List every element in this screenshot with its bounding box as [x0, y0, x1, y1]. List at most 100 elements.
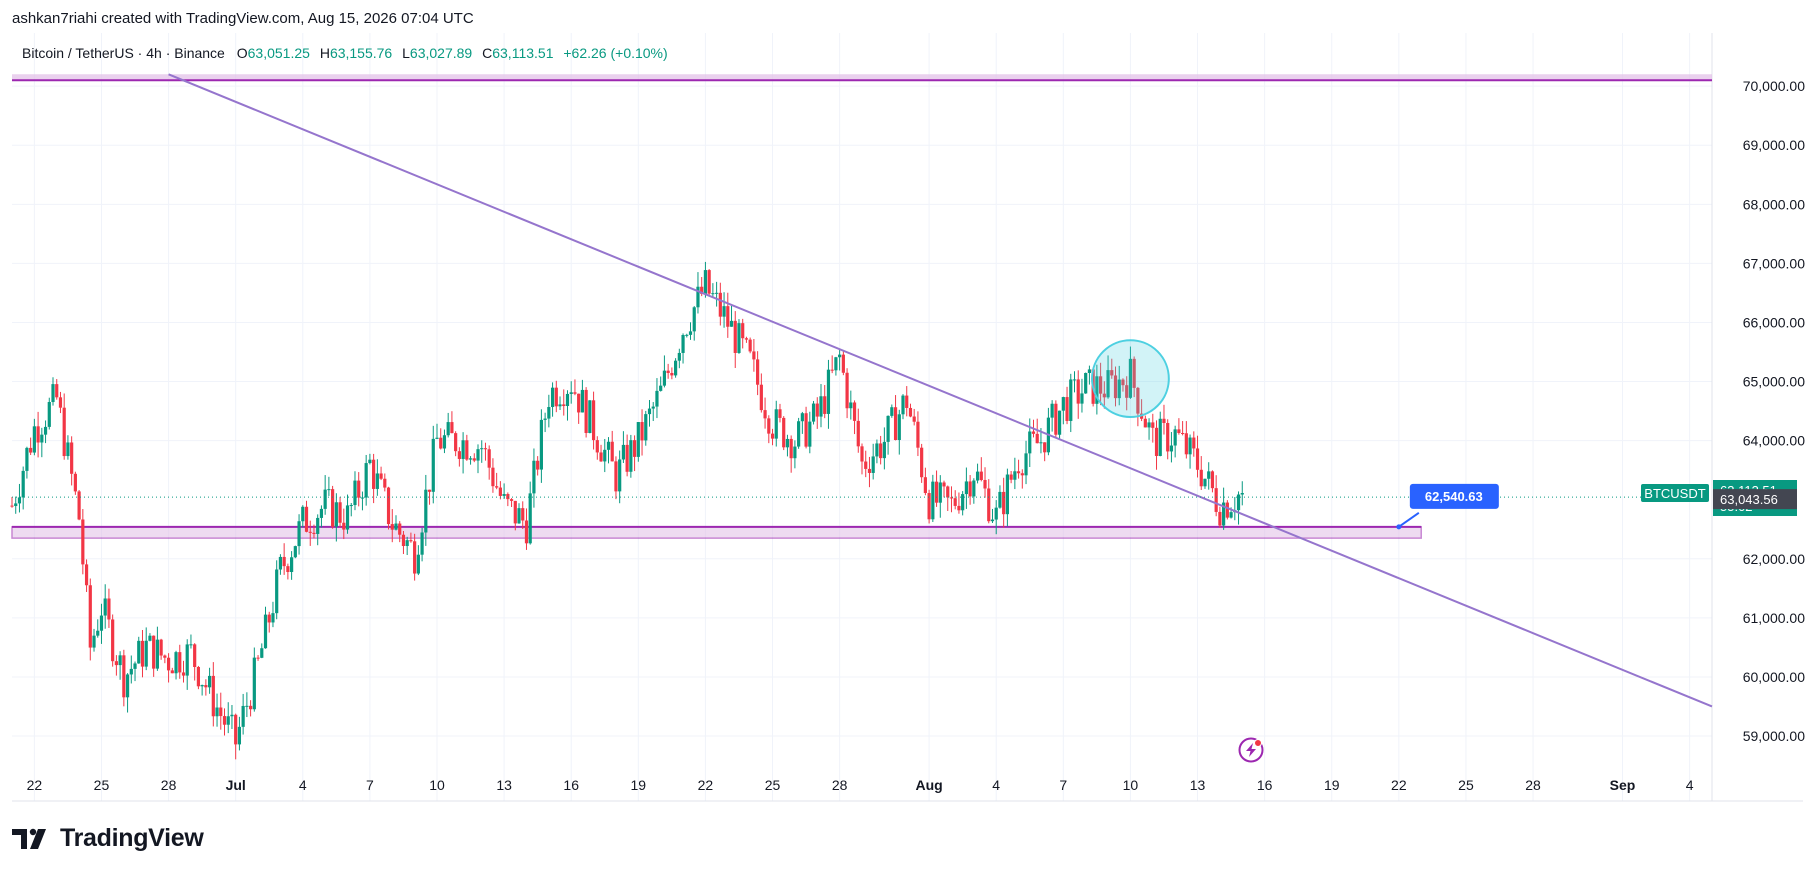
- candle-body: [994, 507, 998, 520]
- candle-body: [1069, 379, 1073, 421]
- candle-body: [122, 655, 126, 698]
- candle-body: [293, 546, 297, 558]
- candle-body: [964, 481, 968, 495]
- candle-body: [640, 422, 644, 441]
- candle-body: [767, 418, 771, 434]
- candle-body: [442, 435, 447, 449]
- candle-body: [927, 493, 931, 520]
- candle-body: [1057, 410, 1062, 435]
- candle-body: [248, 705, 253, 710]
- candle-body: [107, 598, 111, 620]
- low-value: 63,027.89: [409, 45, 473, 61]
- lightning-icon[interactable]: [1238, 737, 1264, 763]
- candle-body: [756, 359, 760, 385]
- tradingview-logo-icon: [12, 828, 46, 849]
- candle-body: [852, 402, 857, 421]
- candle-body: [506, 494, 510, 500]
- candle-body: [636, 422, 640, 457]
- candle-body: [957, 505, 961, 511]
- candle-body: [1158, 418, 1162, 456]
- candle-body: [1147, 422, 1151, 428]
- tradingview-logo[interactable]: TradingView: [12, 824, 204, 853]
- time-tick-label: 28: [1525, 777, 1541, 793]
- candle-body: [394, 523, 398, 530]
- candle-body: [129, 668, 133, 675]
- candle-body: [1054, 403, 1058, 435]
- candle-body: [10, 505, 14, 507]
- time-tick-label: 16: [563, 777, 579, 793]
- candle-body: [1098, 376, 1103, 394]
- time-tick-label: 19: [631, 777, 647, 793]
- candle-body: [1065, 397, 1069, 421]
- candle-body: [890, 407, 894, 416]
- candle-body: [860, 446, 864, 462]
- symbol-tag: [1641, 484, 1709, 503]
- candle-body: [413, 541, 417, 574]
- candle-body: [897, 414, 901, 441]
- candle-body: [804, 413, 808, 447]
- candle-body: [301, 506, 305, 522]
- candle-body: [155, 639, 159, 669]
- candle-body: [29, 447, 33, 453]
- candle-body: [543, 418, 547, 420]
- candle-body: [66, 442, 70, 457]
- change-value: +62.26 (+0.10%): [563, 45, 668, 61]
- candle-body: [472, 458, 476, 461]
- candle-body: [789, 438, 793, 459]
- candle-body: [99, 615, 104, 631]
- candle-body: [532, 460, 536, 494]
- price-tick-label: 68,000.00: [1743, 196, 1805, 212]
- candle-body: [200, 685, 204, 687]
- candle-body: [25, 447, 29, 471]
- candle-body: [975, 471, 980, 481]
- time-tick-label: 22: [27, 777, 43, 793]
- candle-body: [1005, 474, 1009, 515]
- candle-body: [591, 400, 596, 441]
- candle-body: [502, 494, 506, 496]
- candle-body: [163, 655, 167, 658]
- candle-body: [1203, 478, 1207, 487]
- candle-body: [125, 674, 130, 698]
- candle-body: [618, 459, 622, 492]
- candle-body: [446, 422, 450, 436]
- candle-body: [312, 532, 316, 534]
- candle-body: [673, 360, 678, 376]
- candle-body: [688, 331, 693, 335]
- candle-body: [759, 384, 763, 411]
- time-tick-label: 13: [496, 777, 512, 793]
- candle-body: [778, 409, 782, 418]
- time-tick-label: 25: [1458, 777, 1474, 793]
- candle-body: [267, 614, 271, 623]
- candle-body: [1143, 418, 1147, 428]
- candle-body: [379, 473, 383, 479]
- price-tick-label: 67,000.00: [1743, 255, 1805, 271]
- candle-body: [1128, 358, 1133, 398]
- candle-body: [1020, 473, 1024, 476]
- candle-body: [614, 461, 618, 492]
- symbol-description[interactable]: Bitcoin / TetherUS · 4h · Binance: [22, 45, 225, 61]
- candle-body: [185, 644, 189, 676]
- candle-body: [949, 497, 954, 499]
- candle-body: [979, 471, 983, 480]
- time-tick-label: Jul: [226, 777, 246, 793]
- candle-body: [81, 519, 85, 565]
- candle-body: [36, 426, 40, 443]
- candle-body: [968, 481, 972, 497]
- candle-body: [621, 444, 626, 460]
- candle-body: [166, 657, 171, 671]
- candle-body: [539, 419, 543, 470]
- candle-body: [1188, 437, 1192, 455]
- candle-body: [1035, 433, 1039, 444]
- candle-body: [226, 716, 230, 725]
- candle-body: [450, 422, 454, 434]
- highlight-circle: [1091, 339, 1170, 419]
- candle-body: [726, 306, 730, 327]
- descending-trendline: [168, 73, 1713, 708]
- candle-body: [319, 508, 324, 518]
- candle-body: [219, 707, 223, 717]
- candle-body: [1061, 397, 1065, 411]
- candle-body: [498, 487, 502, 496]
- candle-body: [360, 497, 365, 499]
- candle-body: [480, 448, 484, 450]
